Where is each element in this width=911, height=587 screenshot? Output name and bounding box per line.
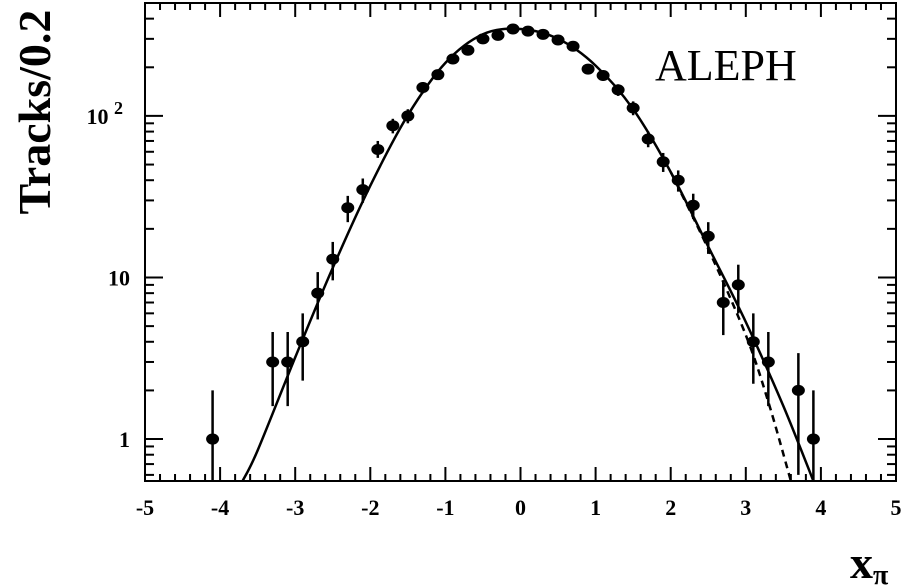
data-point xyxy=(536,28,550,40)
x-tick-label: 0 xyxy=(515,495,526,520)
x-tick-label: 1 xyxy=(590,495,601,520)
data-point xyxy=(656,156,670,168)
x-tick-label: 4 xyxy=(815,495,826,520)
data-point xyxy=(671,174,685,186)
data-point xyxy=(551,34,565,46)
fit-curve-dashed xyxy=(669,171,793,482)
data-point xyxy=(371,143,385,155)
data-points xyxy=(206,23,820,481)
x-axis-title: xπ xyxy=(850,537,889,587)
data-point xyxy=(446,53,460,65)
axis-ticks xyxy=(144,2,897,481)
data-point xyxy=(356,184,370,196)
data-point xyxy=(386,120,400,132)
x-tick-label: 3 xyxy=(740,495,751,520)
x-tick-label: -3 xyxy=(286,495,304,520)
data-point xyxy=(596,69,610,81)
aleph-annotation: ALEPH xyxy=(655,41,797,90)
data-point xyxy=(341,202,355,214)
data-point xyxy=(206,433,220,445)
data-point xyxy=(791,384,805,396)
data-point xyxy=(431,69,445,81)
data-point xyxy=(566,40,580,52)
y-tick-label: 1 xyxy=(119,427,130,452)
data-point xyxy=(806,433,820,445)
data-point xyxy=(401,110,415,122)
data-point xyxy=(581,63,595,75)
data-point xyxy=(476,33,490,45)
fit-curve-solid xyxy=(241,27,815,482)
data-point xyxy=(281,356,295,368)
data-point xyxy=(326,253,340,265)
data-point xyxy=(641,133,655,145)
y-tick-label: 10 xyxy=(108,265,130,290)
x-tick-label: -2 xyxy=(361,495,379,520)
data-point xyxy=(686,199,700,211)
y-tick-label-exponent: 2 xyxy=(114,98,123,118)
x-tick-label: 5 xyxy=(891,495,902,520)
x-tick-label: -1 xyxy=(436,495,454,520)
data-point xyxy=(461,44,475,56)
fit-curves xyxy=(241,27,815,482)
data-point xyxy=(626,102,640,114)
x-axis-title-main: x xyxy=(850,537,873,587)
x-tick-label: -4 xyxy=(211,495,229,520)
y-axis-title: Tracks/0.2 xyxy=(9,10,60,215)
x-axis-title-subscript: π xyxy=(873,560,889,587)
data-point xyxy=(761,356,775,368)
data-point xyxy=(746,336,760,348)
data-point xyxy=(491,29,505,41)
data-point xyxy=(716,297,730,309)
data-point xyxy=(266,356,280,368)
y-tick-label: 10 2 xyxy=(87,98,124,129)
data-point xyxy=(311,287,325,299)
data-point xyxy=(506,23,520,35)
data-point xyxy=(521,25,535,37)
data-point xyxy=(611,84,625,96)
x-tick-labels: -5 -4 -3 -2 -1 0 1 2 3 4 5 xyxy=(136,495,902,520)
x-tick-label: 2 xyxy=(665,495,676,520)
data-point xyxy=(416,81,430,93)
y-tick-label-base: 10 xyxy=(87,104,115,129)
data-point xyxy=(701,230,715,242)
data-point xyxy=(731,279,745,291)
x-tick-label: -5 xyxy=(136,495,154,520)
data-point xyxy=(296,336,310,348)
